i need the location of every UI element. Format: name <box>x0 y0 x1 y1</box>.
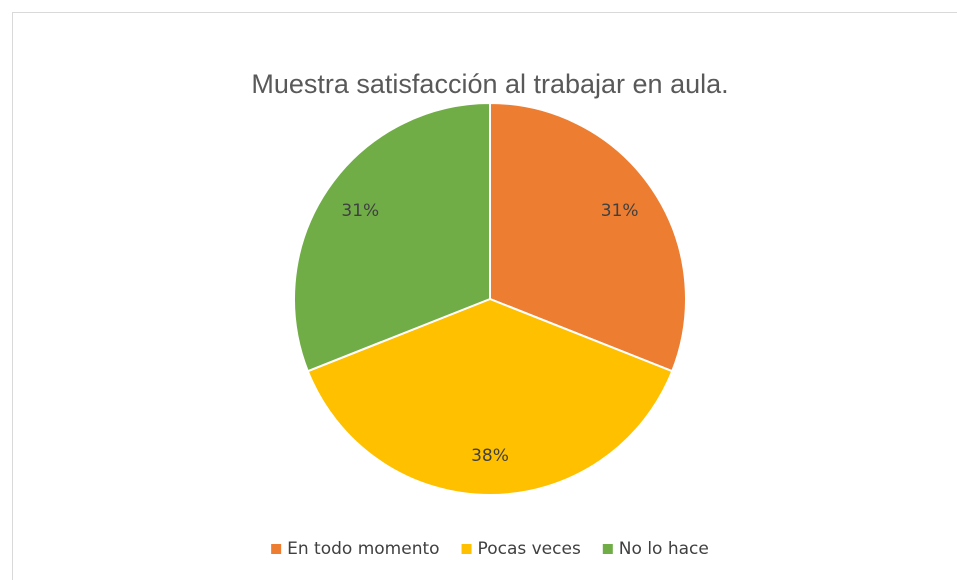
data-label: 31% <box>341 201 379 221</box>
chart-title: Muestra satisfacción al trabajar en aula… <box>251 69 728 99</box>
legend-label: No lo hace <box>619 539 709 559</box>
data-label: 31% <box>601 201 639 221</box>
pie-slice <box>293 101 491 373</box>
data-label: 38% <box>471 446 509 466</box>
legend-label: Pocas veces <box>478 539 581 559</box>
legend-swatch <box>271 544 282 554</box>
legend-label: En todo momento <box>287 539 439 559</box>
legend-swatch <box>602 544 613 554</box>
legend-swatch <box>461 544 472 554</box>
pie-slice <box>489 101 687 373</box>
pie-slice <box>306 297 674 496</box>
